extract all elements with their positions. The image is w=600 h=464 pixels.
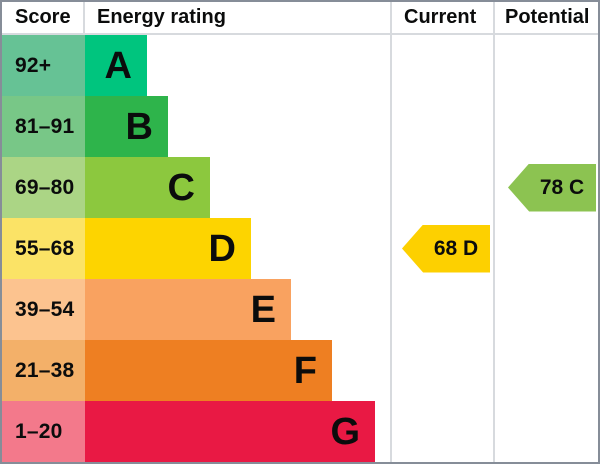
band-letter-f: F	[293, 349, 317, 392]
current-cell-a	[390, 35, 493, 96]
header-score: Score	[2, 2, 85, 33]
band-letter-d: D	[208, 227, 236, 270]
current-cell-b	[390, 96, 493, 157]
bar-area-b: B	[85, 96, 390, 157]
current-cell-d: 68 D	[390, 218, 493, 279]
header-energy-rating: Energy rating	[97, 6, 226, 28]
score-range-g: 1–20	[2, 401, 85, 462]
potential-cell-d	[493, 218, 598, 279]
current-cell-f	[390, 340, 493, 401]
band-row-e: 39–54 E	[2, 279, 598, 340]
band-letter-a: A	[104, 44, 132, 87]
header-potential: Potential	[493, 2, 598, 33]
rating-bar-f: F	[85, 340, 332, 401]
bar-area-f: F	[85, 340, 390, 401]
score-range-d: 55–68	[2, 218, 85, 279]
chart-header-row: Score Energy rating Current Potential	[2, 2, 598, 35]
potential-rating-arrow: 78 C	[508, 163, 596, 212]
potential-cell-g	[493, 401, 598, 462]
current-cell-g	[390, 401, 493, 462]
bar-area-e: E	[85, 279, 390, 340]
potential-cell-e	[493, 279, 598, 340]
band-row-a: 92+ A	[2, 35, 598, 96]
band-rows: 92+ A 81–91 B 69–80 C	[2, 35, 598, 462]
score-range-e: 39–54	[2, 279, 85, 340]
potential-cell-a	[493, 35, 598, 96]
rating-bar-b: B	[85, 96, 168, 157]
potential-cell-c: 78 C	[493, 157, 598, 218]
bar-area-a: A	[85, 35, 390, 96]
bar-area-c: C	[85, 157, 390, 218]
band-row-b: 81–91 B	[2, 96, 598, 157]
rating-bar-g: G	[85, 401, 375, 462]
rating-bar-d: D	[85, 218, 251, 279]
rating-bar-c: C	[85, 157, 210, 218]
band-letter-c: C	[167, 166, 195, 209]
header-current: Current	[390, 2, 493, 33]
score-range-f: 21–38	[2, 340, 85, 401]
score-range-a: 92+	[2, 35, 85, 96]
score-range-c: 69–80	[2, 157, 85, 218]
score-range-b: 81–91	[2, 96, 85, 157]
current-rating-arrow: 68 D	[402, 224, 490, 273]
bar-area-d: D	[85, 218, 390, 279]
potential-cell-b	[493, 96, 598, 157]
rating-bar-a: A	[85, 35, 147, 96]
potential-cell-f	[493, 340, 598, 401]
band-letter-e: E	[250, 288, 276, 331]
band-row-d: 55–68 D 68 D	[2, 218, 598, 279]
rating-bar-e: E	[85, 279, 291, 340]
band-letter-g: G	[330, 410, 360, 453]
current-cell-e	[390, 279, 493, 340]
band-letter-b: B	[125, 105, 153, 148]
current-cell-c	[390, 157, 493, 218]
band-row-g: 1–20 G	[2, 401, 598, 462]
band-row-f: 21–38 F	[2, 340, 598, 401]
bar-area-g: G	[85, 401, 390, 462]
band-row-c: 69–80 C 78 C	[2, 157, 598, 218]
